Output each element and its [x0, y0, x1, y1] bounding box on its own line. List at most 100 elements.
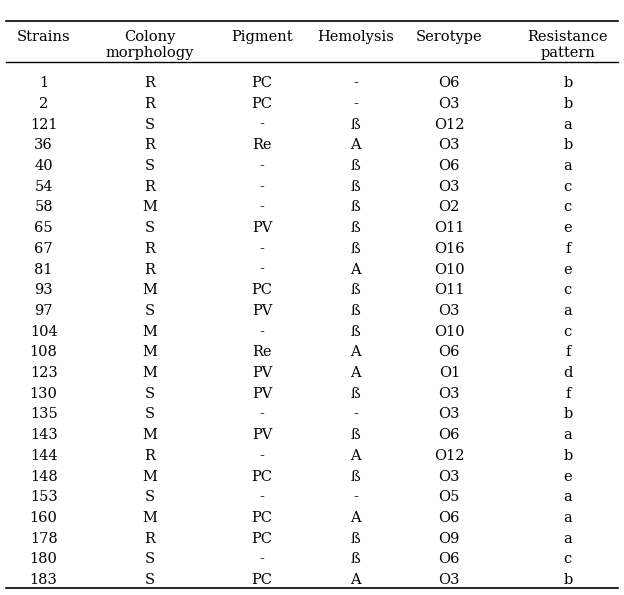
Text: ß: ß — [351, 532, 361, 546]
Text: ß: ß — [351, 469, 361, 484]
Text: PV: PV — [252, 366, 272, 380]
Text: O16: O16 — [434, 242, 465, 256]
Text: -: - — [260, 159, 265, 173]
Text: R: R — [144, 76, 155, 90]
Text: b: b — [563, 97, 572, 111]
Text: b: b — [563, 76, 572, 90]
Text: -: - — [260, 242, 265, 256]
Text: -: - — [353, 408, 358, 421]
Text: R: R — [144, 138, 155, 152]
Text: 108: 108 — [30, 345, 57, 359]
Text: PC: PC — [251, 573, 273, 587]
Text: PC: PC — [251, 469, 273, 484]
Text: S: S — [145, 304, 155, 318]
Text: R: R — [144, 242, 155, 256]
Text: 2: 2 — [39, 97, 48, 111]
Text: PV: PV — [252, 428, 272, 442]
Text: -: - — [260, 118, 265, 131]
Text: a: a — [563, 511, 572, 525]
Text: a: a — [563, 532, 572, 546]
Text: O6: O6 — [439, 552, 460, 566]
Text: 104: 104 — [30, 325, 57, 339]
Text: e: e — [563, 221, 572, 235]
Text: O3: O3 — [439, 573, 460, 587]
Text: M: M — [142, 511, 157, 525]
Text: ß: ß — [351, 180, 361, 194]
Text: -: - — [353, 490, 358, 505]
Text: b: b — [563, 408, 572, 421]
Text: PC: PC — [251, 283, 273, 298]
Text: -: - — [260, 201, 265, 214]
Text: 143: 143 — [30, 428, 57, 442]
Text: O3: O3 — [439, 180, 460, 194]
Text: ß: ß — [351, 325, 361, 339]
Text: ß: ß — [351, 242, 361, 256]
Text: PC: PC — [251, 76, 273, 90]
Text: 1: 1 — [39, 76, 48, 90]
Text: -: - — [353, 97, 358, 111]
Text: 93: 93 — [34, 283, 53, 298]
Text: M: M — [142, 428, 157, 442]
Text: Resistance
pattern: Resistance pattern — [527, 30, 608, 60]
Text: O6: O6 — [439, 511, 460, 525]
Text: Pigment: Pigment — [232, 30, 293, 44]
Text: 81: 81 — [34, 262, 53, 277]
Text: f: f — [565, 345, 570, 359]
Text: O3: O3 — [439, 138, 460, 152]
Text: b: b — [563, 138, 572, 152]
Text: S: S — [145, 490, 155, 505]
Text: O6: O6 — [439, 345, 460, 359]
Text: ß: ß — [351, 428, 361, 442]
Text: S: S — [145, 221, 155, 235]
Text: ß: ß — [351, 159, 361, 173]
Text: Strains: Strains — [17, 30, 71, 44]
Text: c: c — [563, 180, 572, 194]
Text: 123: 123 — [30, 366, 57, 380]
Text: 121: 121 — [30, 118, 57, 131]
Text: Re: Re — [252, 138, 272, 152]
Text: ß: ß — [351, 387, 361, 401]
Text: R: R — [144, 449, 155, 463]
Text: O6: O6 — [439, 428, 460, 442]
Text: A: A — [350, 345, 361, 359]
Text: c: c — [563, 552, 572, 566]
Text: Colony
morphology: Colony morphology — [105, 30, 194, 60]
Text: c: c — [563, 201, 572, 214]
Text: R: R — [144, 262, 155, 277]
Text: O10: O10 — [434, 262, 465, 277]
Text: M: M — [142, 201, 157, 214]
Text: O10: O10 — [434, 325, 465, 339]
Text: O3: O3 — [439, 387, 460, 401]
Text: -: - — [260, 408, 265, 421]
Text: 178: 178 — [30, 532, 57, 546]
Text: 36: 36 — [34, 138, 53, 152]
Text: e: e — [563, 469, 572, 484]
Text: M: M — [142, 469, 157, 484]
Text: ß: ß — [351, 201, 361, 214]
Text: PC: PC — [251, 532, 273, 546]
Text: 135: 135 — [30, 408, 57, 421]
Text: M: M — [142, 345, 157, 359]
Text: PV: PV — [252, 387, 272, 401]
Text: -: - — [260, 449, 265, 463]
Text: ß: ß — [351, 221, 361, 235]
Text: Serotype: Serotype — [416, 30, 482, 44]
Text: A: A — [350, 449, 361, 463]
Text: 180: 180 — [30, 552, 57, 566]
Text: 183: 183 — [30, 573, 57, 587]
Text: a: a — [563, 428, 572, 442]
Text: O3: O3 — [439, 469, 460, 484]
Text: O3: O3 — [439, 304, 460, 318]
Text: 65: 65 — [34, 221, 53, 235]
Text: -: - — [260, 180, 265, 194]
Text: O3: O3 — [439, 97, 460, 111]
Text: a: a — [563, 490, 572, 505]
Text: -: - — [353, 76, 358, 90]
Text: a: a — [563, 118, 572, 131]
Text: S: S — [145, 573, 155, 587]
Text: O6: O6 — [439, 76, 460, 90]
Text: 67: 67 — [34, 242, 53, 256]
Text: PC: PC — [251, 511, 273, 525]
Text: ß: ß — [351, 304, 361, 318]
Text: R: R — [144, 180, 155, 194]
